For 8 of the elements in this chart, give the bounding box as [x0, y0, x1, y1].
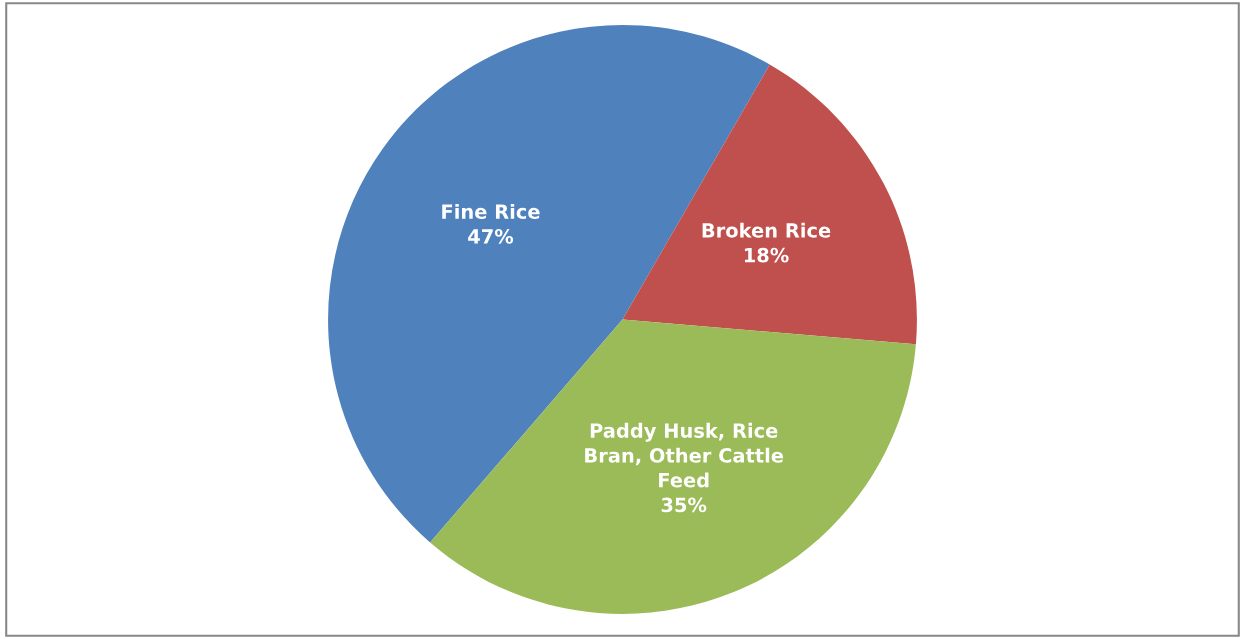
- slice-label: Paddy Husk, Rice Bran, Other Cattle Feed: [585, 422, 784, 488]
- slice-label: Broken Rice: [702, 222, 831, 238]
- data-label: 18%: [744, 247, 789, 263]
- slice-label: Fine Rice: [442, 203, 540, 219]
- pie-slice: [430, 319, 916, 614]
- pie-slice: [622, 64, 917, 345]
- data-label: 47%: [468, 228, 514, 244]
- data-label: 35%: [661, 497, 707, 513]
